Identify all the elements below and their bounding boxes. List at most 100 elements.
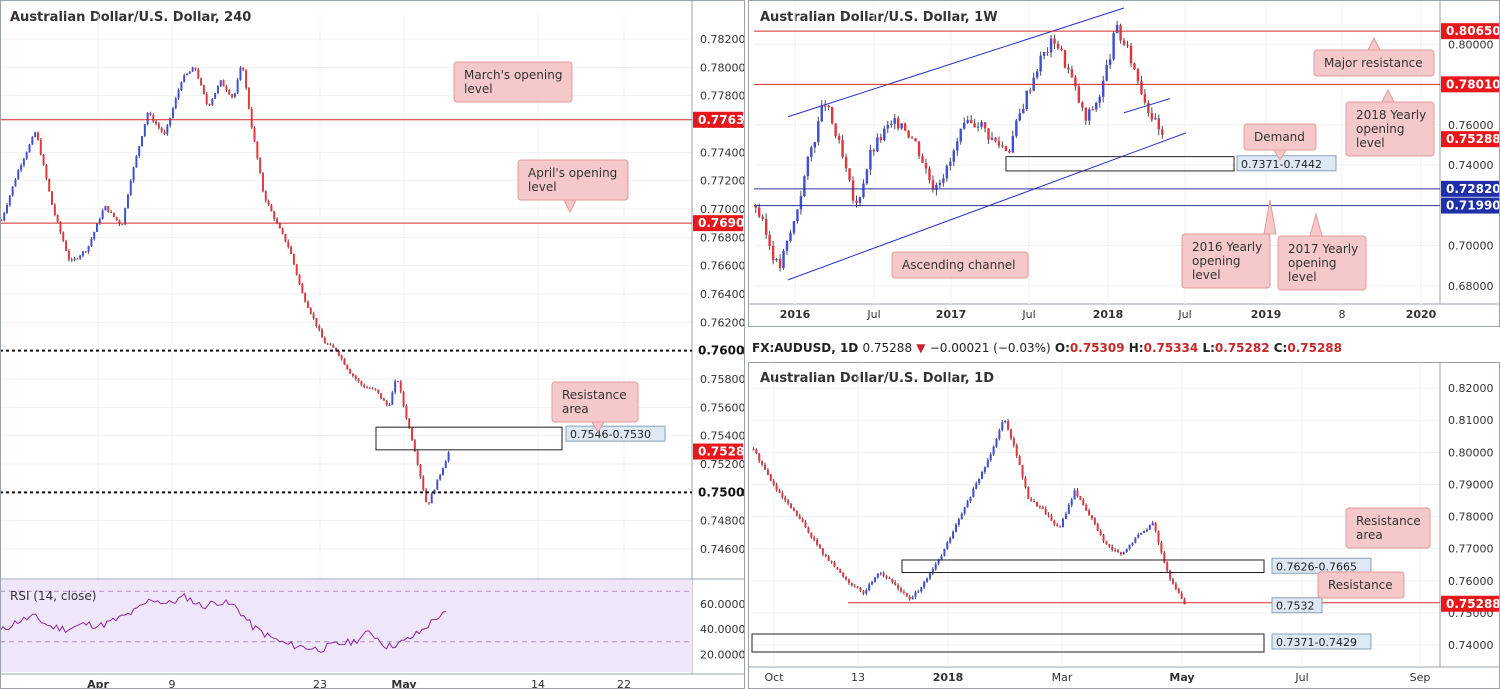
resistance-callout-box (1317, 571, 1405, 599)
candle-body (782, 250, 785, 269)
candle-body (1169, 570, 1172, 580)
candle-body (778, 259, 782, 269)
candle-body (1122, 552, 1125, 555)
candle-body (34, 132, 37, 138)
candle-body (39, 139, 42, 155)
candle-body (940, 555, 943, 560)
candle-body (1044, 508, 1047, 515)
y-tick-label: 0.74000 (1448, 159, 1494, 172)
major-resistance-callout-pointer (1367, 36, 1381, 51)
candle-body (833, 562, 836, 568)
candle-body (25, 152, 28, 159)
daily-chart-panel[interactable]: Australian Dollar/U.S. Dollar, 1D 0.8200… (748, 362, 1500, 689)
candle-body (76, 258, 79, 260)
candle-body (1180, 593, 1183, 599)
candle-body (1133, 63, 1136, 69)
y-tick-label: 0.76000 (1448, 119, 1494, 132)
candle-body (1088, 510, 1091, 516)
candle-body (1079, 496, 1082, 500)
level-price-tag-bg (1441, 197, 1499, 214)
candle-body (351, 373, 354, 376)
candle-body (957, 519, 960, 525)
candle-body (758, 453, 761, 461)
candle-body (408, 418, 411, 428)
candle-body (171, 108, 174, 118)
weekly-chart-svg[interactable]: 0.800000.780000.760000.740000.720000.700… (748, 0, 1500, 326)
demand-zone-label: 0.7371-0.7442 (1241, 158, 1322, 171)
candle-body (848, 168, 851, 181)
candle-body (1116, 550, 1120, 553)
candle-body (920, 587, 923, 592)
weekly-chart-panel[interactable]: Australian Dollar/U.S. Dollar, 1W 0.8000… (748, 0, 1500, 326)
candle-body (1171, 579, 1174, 584)
candle-body (385, 400, 388, 406)
candle-body (396, 381, 399, 383)
h4-chart-panel[interactable]: Australian Dollar/U.S. Dollar, 240 0.782… (0, 0, 744, 689)
candle-body (761, 216, 764, 219)
y-tick-label: 0.80000 (1448, 38, 1494, 51)
candle-body (323, 337, 326, 344)
candle-body (890, 123, 893, 125)
candle-body (868, 584, 871, 590)
candle-body (841, 139, 844, 158)
daily-chart-svg[interactable]: 0.82000 0.81000 0.80000 0.79000 0.78000 0.770… (748, 362, 1500, 689)
candle-body (1095, 102, 1098, 110)
candle-body (879, 137, 883, 141)
level-price-tag-bg (693, 342, 743, 359)
candle-body (107, 206, 110, 212)
candle-body (755, 449, 758, 454)
candle-body (444, 461, 447, 469)
candle-body (956, 141, 959, 151)
candle-body (93, 231, 96, 239)
rsi-title: RSI (14, close) (10, 589, 96, 603)
candle-body (792, 221, 796, 233)
candle-body (907, 130, 910, 138)
candle-body (795, 510, 798, 516)
last-price-tag: 0.75288 (1446, 597, 1500, 611)
candle-body (1056, 524, 1059, 527)
candle-body (1021, 465, 1024, 478)
candle-body (239, 67, 242, 80)
candle-body (1119, 552, 1122, 555)
h4-chart-svg[interactable]: 0.782000.780000.778000.776000.774000.772… (0, 0, 744, 689)
resistance-level-label-box (1271, 597, 1323, 614)
candle-body (905, 592, 908, 597)
y-tick-label: 0.76600 (700, 260, 744, 273)
yearly-2016-callout-pointer (1263, 199, 1277, 235)
candle-body (135, 156, 138, 168)
y-tick-label: 0.74800 (700, 515, 744, 528)
candle-body (1063, 50, 1067, 68)
candle-body (796, 209, 799, 222)
candle-body (816, 539, 819, 545)
candle-body (53, 204, 56, 216)
candle-body (1008, 150, 1011, 153)
candle-body (22, 158, 25, 166)
candle-body (1004, 146, 1008, 151)
candle-body (411, 427, 413, 441)
x-tick-label: 22 (617, 678, 631, 689)
candle-body (90, 238, 93, 246)
candle-body (917, 141, 921, 157)
candle-body (986, 460, 989, 468)
candle-body (859, 587, 862, 591)
april-open-callout-pointer (563, 199, 577, 214)
candle-body (1136, 68, 1140, 82)
x-tick-label: 2016 (780, 308, 811, 321)
candle-body (1099, 530, 1102, 536)
candle-body (1140, 81, 1143, 95)
candle-body (380, 393, 383, 399)
candle-body (1131, 542, 1134, 546)
candle-body (827, 556, 830, 561)
candle-body (873, 577, 876, 582)
candle-body (42, 154, 45, 166)
candle-body (391, 392, 394, 405)
resistance-level-label: 0.7532 (1276, 600, 1315, 613)
candle-body (132, 167, 135, 181)
candle-body (980, 122, 983, 127)
april-open-callout-text: level (528, 180, 557, 194)
candle-body (1035, 501, 1039, 507)
candle-body (1059, 526, 1062, 528)
candle-body (104, 206, 107, 211)
candle-body (1038, 506, 1041, 508)
candle-body (851, 180, 855, 201)
